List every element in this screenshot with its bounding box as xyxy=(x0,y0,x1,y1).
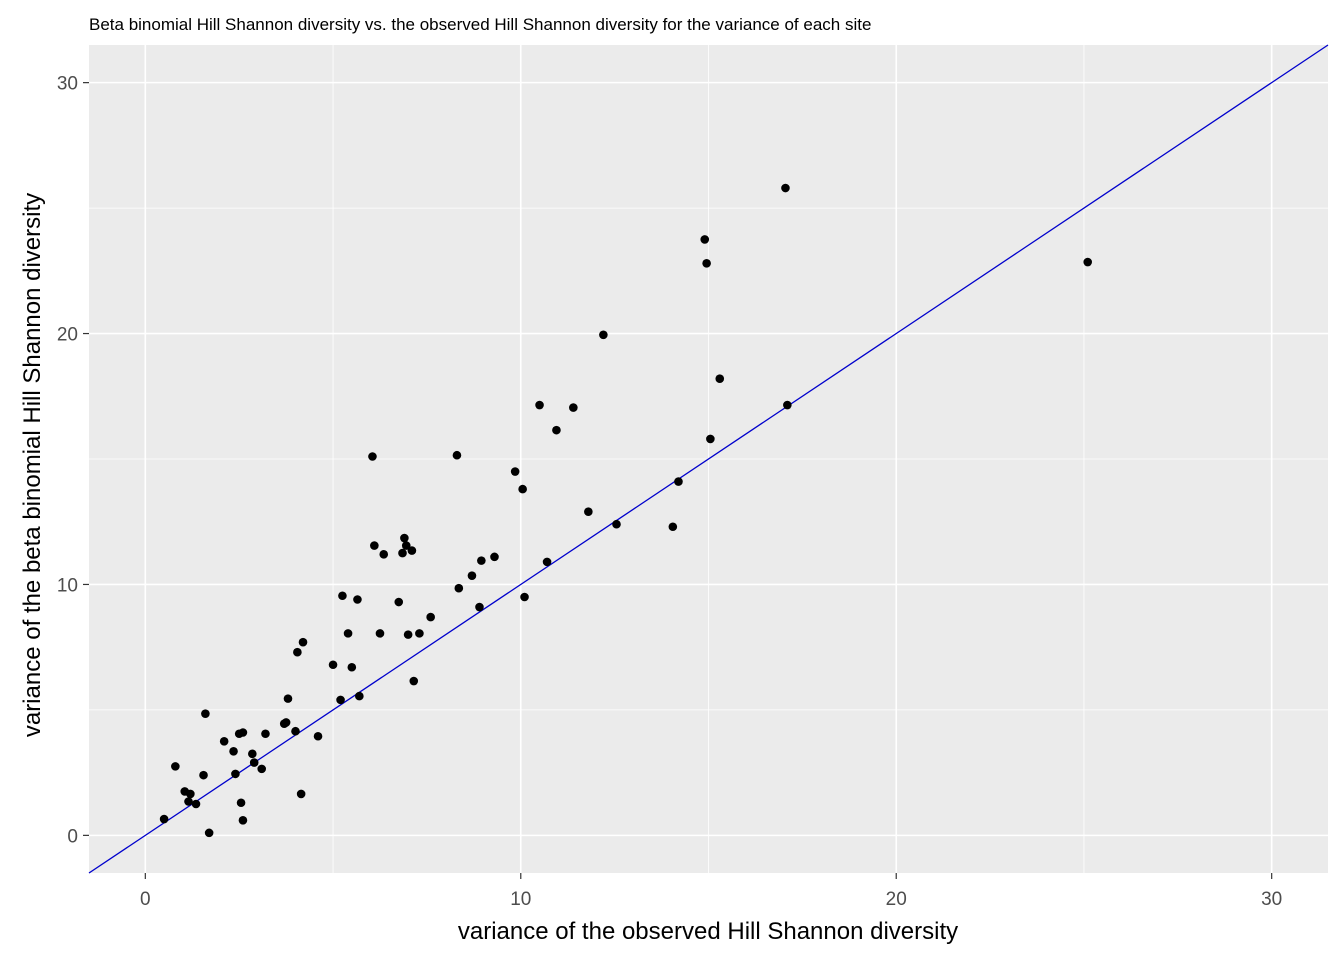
data-point xyxy=(394,597,404,607)
major-gridlines xyxy=(89,45,1328,873)
data-points xyxy=(159,183,1093,838)
data-point xyxy=(475,602,484,612)
data-point xyxy=(674,477,683,486)
data-point xyxy=(426,612,435,622)
data-point xyxy=(293,647,302,657)
data-point xyxy=(298,637,308,647)
data-point xyxy=(231,769,240,779)
data-point xyxy=(668,522,678,532)
data-point xyxy=(715,374,725,384)
x-axis-ticks xyxy=(144,873,1273,879)
data-point xyxy=(477,556,486,565)
data-point xyxy=(248,749,257,759)
data-point xyxy=(184,797,193,806)
data-point xyxy=(249,758,259,767)
data-point xyxy=(338,591,347,601)
data-point xyxy=(407,546,417,555)
data-point xyxy=(201,709,210,718)
chart-title: Beta binomial Hill Shannon diversity vs.… xyxy=(89,15,871,34)
data-point xyxy=(1083,257,1093,267)
data-point xyxy=(313,731,323,741)
data-point xyxy=(261,729,270,739)
y-axis-title: variance of the beta binomial Hill Shann… xyxy=(19,193,46,737)
data-point xyxy=(401,541,411,550)
x-axis-tick-labels: 0 10 20 30 xyxy=(140,889,1282,910)
x-tick-label: 0 xyxy=(140,889,151,910)
data-point xyxy=(355,691,364,701)
data-point xyxy=(236,798,246,808)
data-point xyxy=(186,789,195,799)
data-point xyxy=(199,770,208,780)
data-point xyxy=(490,552,499,562)
data-point xyxy=(599,330,608,340)
data-point xyxy=(584,507,593,516)
data-point xyxy=(238,816,248,825)
data-point xyxy=(552,425,561,435)
data-point xyxy=(191,799,201,809)
data-point xyxy=(467,571,477,580)
data-point xyxy=(375,629,385,638)
data-point xyxy=(520,592,529,602)
y-tick-label: 0 xyxy=(67,826,78,847)
data-point xyxy=(454,583,464,593)
y-tick-label: 30 xyxy=(57,74,78,95)
data-point xyxy=(403,630,413,639)
data-point xyxy=(400,533,409,543)
data-point xyxy=(283,694,293,703)
data-point xyxy=(510,467,520,476)
data-point xyxy=(171,762,180,771)
y-tick-label: 20 xyxy=(57,325,78,346)
data-point xyxy=(415,629,424,638)
data-point xyxy=(379,550,389,559)
data-point xyxy=(398,548,407,558)
data-point xyxy=(328,660,338,670)
x-axis-title: variance of the observed Hill Shannon di… xyxy=(458,918,958,945)
data-point xyxy=(452,450,462,460)
data-point xyxy=(296,789,306,799)
data-point xyxy=(368,452,377,461)
data-point xyxy=(518,484,527,494)
data-point xyxy=(535,400,544,410)
data-point xyxy=(219,736,229,746)
data-point xyxy=(353,595,362,604)
data-point xyxy=(291,726,300,736)
data-point xyxy=(783,400,792,410)
minor-gridlines xyxy=(89,45,1328,873)
data-point xyxy=(238,728,248,737)
data-point xyxy=(343,629,353,638)
y-axis-ticks xyxy=(83,82,89,836)
data-point xyxy=(569,403,578,412)
x-tick-label: 10 xyxy=(510,889,531,910)
x-tick-label: 20 xyxy=(886,889,907,910)
data-point xyxy=(370,541,379,550)
data-point xyxy=(542,557,552,567)
y-tick-label: 10 xyxy=(57,575,78,596)
data-point xyxy=(336,695,345,705)
data-point xyxy=(702,258,711,268)
data-point xyxy=(281,718,291,727)
x-tick-label: 30 xyxy=(1261,889,1282,910)
data-point xyxy=(781,183,790,193)
data-point xyxy=(409,676,419,686)
data-point xyxy=(347,662,357,672)
data-point xyxy=(159,814,169,824)
data-point xyxy=(229,747,238,756)
data-point xyxy=(700,235,710,244)
data-point xyxy=(612,519,621,529)
data-point xyxy=(706,434,715,444)
data-point xyxy=(204,828,214,838)
data-point xyxy=(257,764,267,774)
y-axis-tick-labels: 0 10 20 30 xyxy=(57,74,78,848)
